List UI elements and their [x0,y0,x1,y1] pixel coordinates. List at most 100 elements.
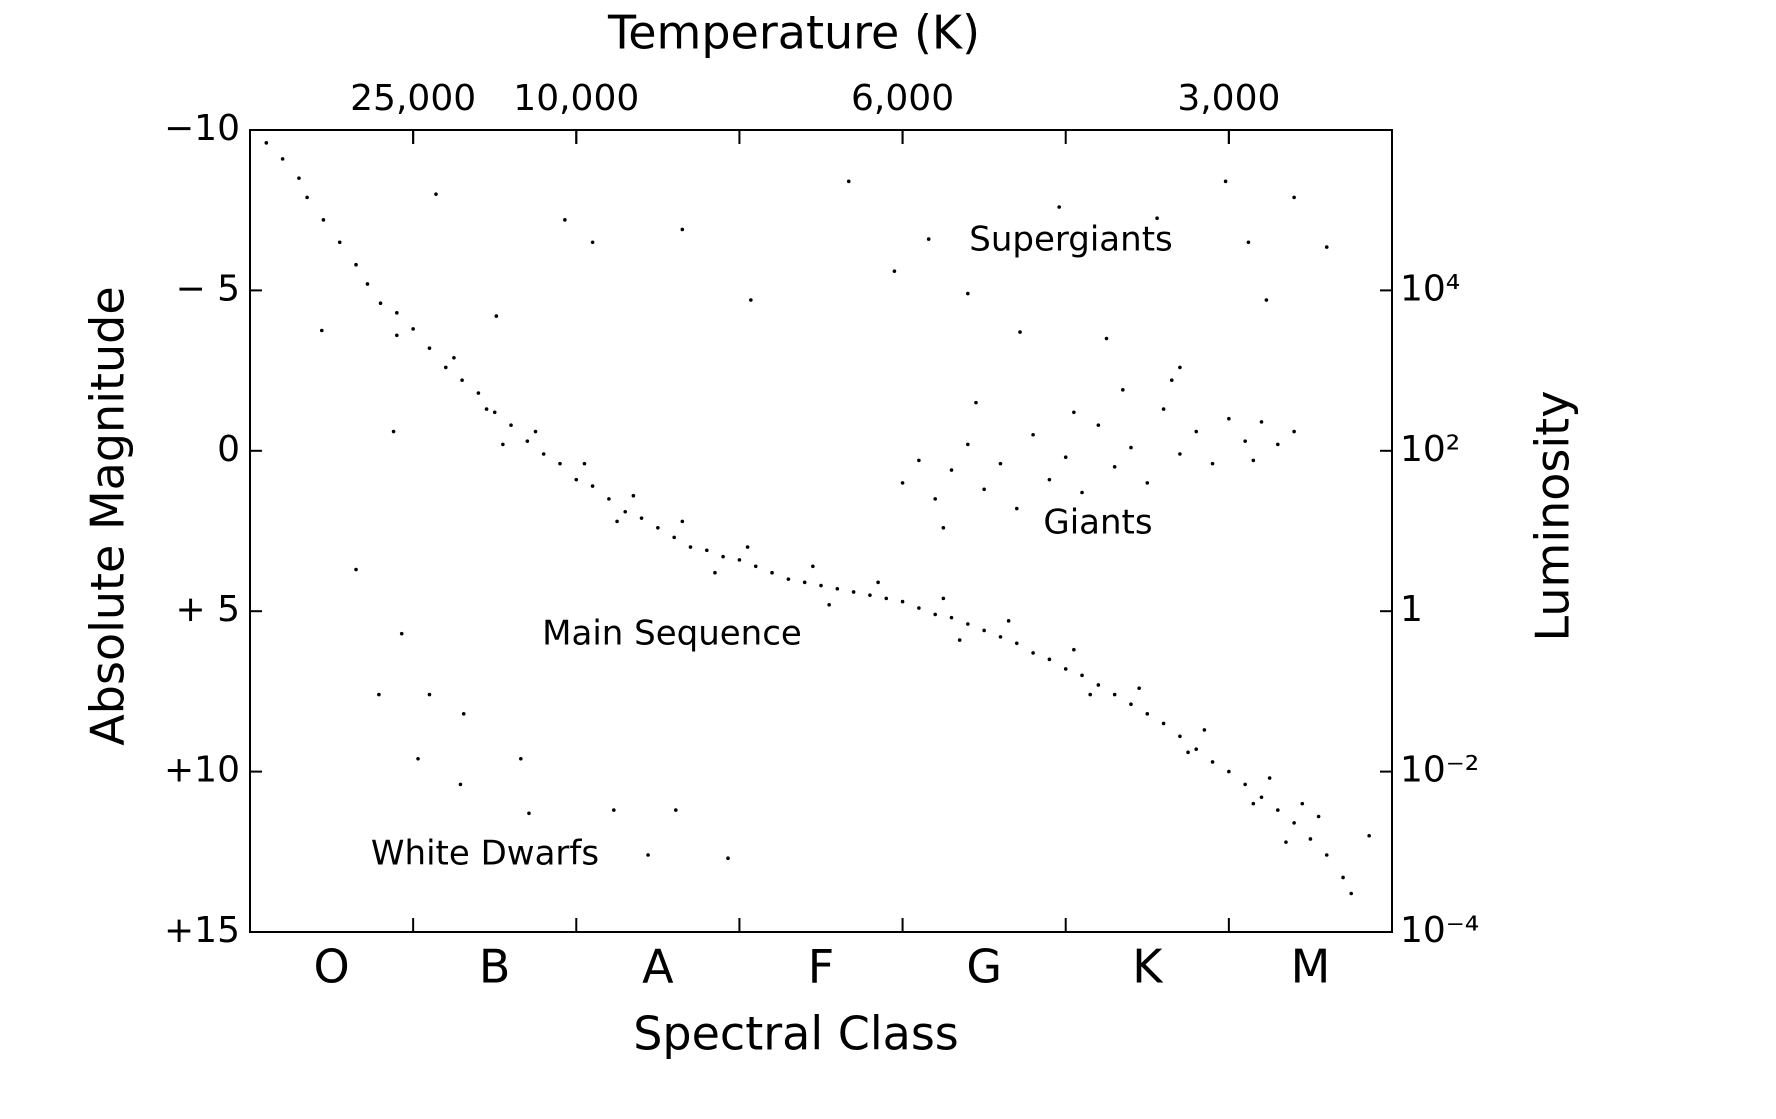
star-point [1259,420,1264,424]
star-point [1259,795,1264,800]
y-tick-label: −10 [164,108,240,149]
star-point [802,580,807,585]
y2-axis-title: Luminosity [1526,391,1580,642]
star-point [1194,429,1199,434]
star-point [656,525,660,530]
star-point [1057,205,1061,209]
annotation: Supergiants [969,220,1172,260]
star-point [941,596,946,601]
y-tick-label: +15 [164,910,240,951]
star-point [1112,692,1117,697]
x-tick-label: G [966,940,1002,994]
star-point [770,570,774,575]
star-point [1292,195,1296,200]
star-point [1112,465,1117,469]
star-point [525,439,530,443]
star-point [998,461,1003,466]
star-point [1104,336,1109,341]
x-tick-label: F [808,940,834,994]
star-point [1031,432,1035,437]
star-point [674,808,678,812]
star-point [1251,801,1256,806]
star-point [811,564,815,569]
star-point [941,525,946,530]
star-point [1155,216,1159,221]
y-tick-label: 0 [217,429,240,470]
star-point [574,477,579,482]
star-point [280,157,285,161]
star-point [612,808,616,812]
star-point [705,548,709,553]
star-point [1161,721,1166,726]
star-point [966,622,970,626]
chart-title: Temperature (K) [607,6,980,60]
star-point [1072,410,1076,415]
star-point [492,410,497,415]
star-point [1367,833,1371,838]
star-point [1063,667,1068,671]
star-point [749,298,753,302]
x2-tick-label: 3,000 [1177,78,1280,119]
star-point [1080,673,1084,678]
star-point [365,282,370,286]
star-point [1178,452,1182,456]
star-point [1178,734,1182,739]
x-tick-label: M [1291,940,1331,994]
star-point [1300,801,1305,806]
star-point [1006,619,1011,623]
star-point [1047,477,1052,482]
star-point [395,311,399,315]
star-point [476,391,481,395]
star-point [1031,651,1035,655]
x-tick-label: O [313,940,349,994]
star-point [1284,840,1288,844]
star-point [1186,750,1190,755]
star-point [607,497,611,501]
plot-frame [249,129,1393,933]
star-point [1121,388,1125,392]
star-point [1246,240,1251,245]
star-point [917,606,921,610]
star-point [533,429,538,434]
star-point [399,631,404,636]
star-point [615,519,619,524]
y2-tick-label: 10⁻⁴ [1400,910,1479,951]
star-point [1161,407,1166,411]
star-point [305,195,309,200]
star-point [443,365,448,370]
star-point [321,218,326,222]
y2-tick-label: 10² [1400,429,1460,470]
star-point [745,545,750,549]
star-point [713,570,717,575]
star-point [982,487,986,492]
star-point [377,692,381,697]
star-point [378,301,383,306]
star-point [1129,702,1133,707]
star-point [434,192,438,196]
star-point [484,407,489,411]
star-point [582,461,587,466]
star-point [1072,647,1076,652]
star-point [319,328,324,333]
y-axis-title: Absolute Magnitude [81,286,135,745]
star-point [1243,439,1247,443]
star-point [1096,683,1101,687]
star-point [900,481,905,485]
y2-tick-label: 10⁻² [1400,750,1479,791]
star-point [1063,455,1068,460]
star-point [753,564,758,569]
star-point [354,567,358,572]
star-point [631,493,636,498]
y-tick-label: − 5 [175,268,240,309]
star-point [835,586,840,591]
star-point [949,468,954,472]
star-point [519,756,523,761]
star-point [851,590,856,594]
star-point [416,756,420,761]
star-point [966,291,970,296]
star-point [680,227,685,232]
annotation: Giants [1043,503,1152,543]
star-point [509,423,513,427]
star-point [819,583,823,588]
